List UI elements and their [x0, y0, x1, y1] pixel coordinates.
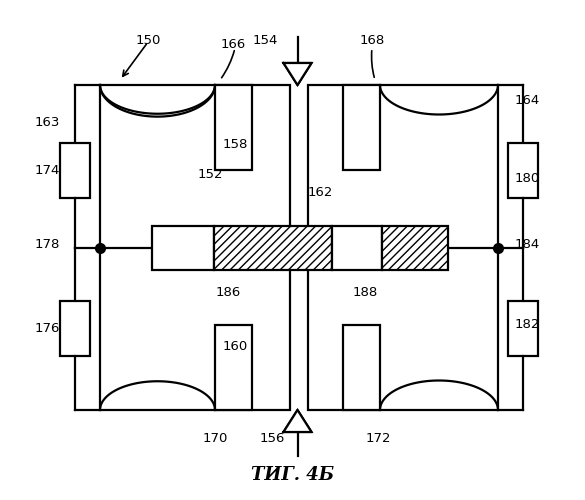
Bar [308, 85, 498, 410]
Bar [382, 226, 448, 270]
Bar [60, 300, 90, 356]
Text: 186: 186 [215, 286, 240, 298]
Bar [152, 226, 214, 270]
Bar [343, 85, 380, 170]
Bar [343, 325, 380, 410]
Text: 158: 158 [222, 138, 247, 151]
Bar [215, 85, 252, 170]
Text: 172: 172 [365, 432, 391, 444]
Text: 166: 166 [221, 38, 246, 52]
Text: 152: 152 [197, 168, 223, 181]
Text: 178: 178 [35, 238, 60, 252]
Bar [332, 226, 382, 270]
Text: 162: 162 [307, 186, 333, 198]
Bar [508, 142, 538, 198]
Text: 170: 170 [202, 432, 228, 444]
Bar [215, 325, 252, 410]
Text: 164: 164 [514, 94, 539, 106]
Polygon shape [284, 63, 311, 85]
Bar [60, 142, 90, 198]
Text: 150: 150 [135, 34, 161, 46]
Text: 174: 174 [35, 164, 60, 176]
Bar [214, 226, 332, 270]
Text: 154: 154 [252, 34, 278, 46]
Bar [100, 85, 290, 410]
Text: 160: 160 [222, 340, 247, 353]
Text: 176: 176 [35, 322, 60, 334]
Text: 168: 168 [359, 34, 384, 46]
Text: 182: 182 [514, 318, 540, 332]
Bar [508, 300, 538, 356]
Text: 156: 156 [259, 432, 285, 444]
Text: 184: 184 [514, 238, 539, 252]
Polygon shape [284, 410, 311, 432]
Text: 163: 163 [35, 116, 60, 128]
Text: 180: 180 [514, 172, 539, 184]
Text: 188: 188 [352, 286, 378, 298]
Text: ΤИГ. 4Б: ΤИГ. 4Б [252, 466, 335, 484]
